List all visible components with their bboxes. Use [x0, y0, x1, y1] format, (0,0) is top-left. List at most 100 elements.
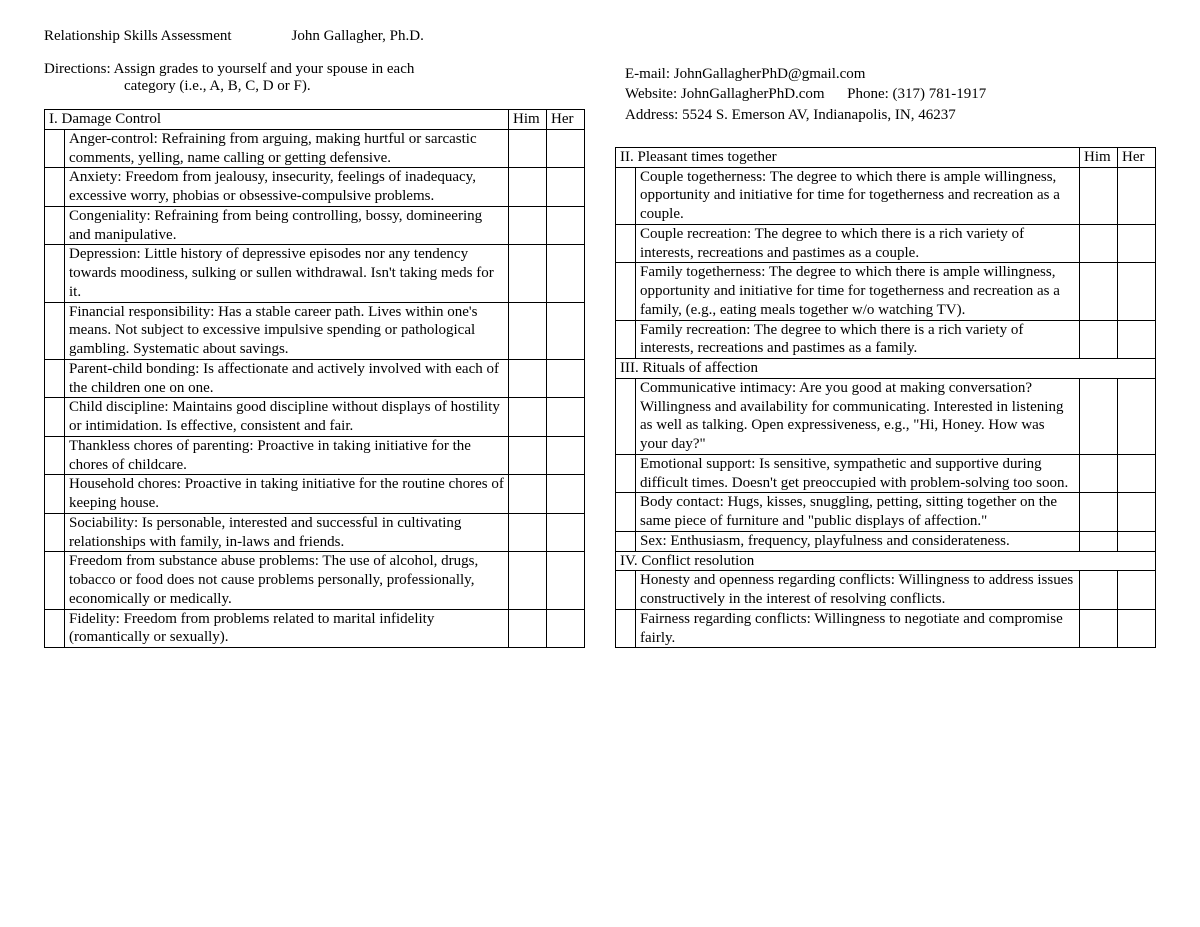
grade-her[interactable] [1118, 531, 1156, 551]
grade-her[interactable] [1118, 263, 1156, 320]
grade-him[interactable] [509, 513, 547, 552]
grade-him[interactable] [509, 475, 547, 514]
indent-cell [45, 398, 65, 437]
item-text: Congeniality: Refraining from being cont… [65, 206, 509, 245]
indent-cell [616, 224, 636, 263]
grade-her[interactable] [547, 475, 585, 514]
directions-line2: category (i.e., A, B, C, D or F). [44, 78, 585, 95]
grade-him[interactable] [1080, 493, 1118, 532]
item-text: Sex: Enthusiasm, frequency, playfulness … [636, 531, 1080, 551]
grade-her[interactable] [547, 398, 585, 437]
indent-cell [616, 378, 636, 454]
grade-him[interactable] [1080, 320, 1118, 359]
section-title: IV. Conflict resolution [616, 551, 1156, 571]
indent-cell [616, 493, 636, 532]
grade-him[interactable] [509, 245, 547, 302]
grade-her[interactable] [1118, 609, 1156, 648]
grade-him[interactable] [509, 552, 547, 609]
indent-cell [45, 609, 65, 648]
grade-him[interactable] [1080, 571, 1118, 610]
indent-cell [45, 206, 65, 245]
item-text: Fairness regarding conflicts: Willingnes… [636, 609, 1080, 648]
page: Relationship Skills Assessment John Gall… [0, 0, 1200, 648]
col-him: Him [509, 110, 547, 130]
grade-her[interactable] [547, 513, 585, 552]
grade-him[interactable] [509, 168, 547, 207]
indent-cell [45, 302, 65, 359]
grade-him[interactable] [509, 359, 547, 398]
grade-her[interactable] [547, 245, 585, 302]
grade-her[interactable] [1118, 454, 1156, 493]
doc-title: Relationship Skills Assessment [44, 28, 232, 45]
right-column: E-mail: JohnGallagherPhD@gmail.com Websi… [615, 28, 1156, 648]
grade-him[interactable] [1080, 224, 1118, 263]
section-title: III. Rituals of affection [616, 359, 1156, 379]
grade-her[interactable] [547, 206, 585, 245]
grade-him[interactable] [509, 609, 547, 648]
grade-her[interactable] [1118, 571, 1156, 610]
grade-him[interactable] [1080, 609, 1118, 648]
item-text: Sociability: Is personable, interested a… [65, 513, 509, 552]
directions-label: Directions: [44, 61, 114, 77]
indent-cell [616, 263, 636, 320]
col-her: Her [1118, 147, 1156, 167]
email-label: E-mail: [625, 66, 674, 82]
website-value: JohnGallagherPhD.com [681, 86, 825, 102]
grade-him[interactable] [1080, 263, 1118, 320]
grade-him[interactable] [509, 302, 547, 359]
item-text: Communicative intimacy: Are you good at … [636, 378, 1080, 454]
indent-cell [616, 454, 636, 493]
left-column: Relationship Skills Assessment John Gall… [44, 28, 585, 648]
grade-her[interactable] [547, 302, 585, 359]
sections-2-4-table: II. Pleasant times togetherHimHerCouple … [615, 147, 1156, 649]
item-text: Body contact: Hugs, kisses, snuggling, p… [636, 493, 1080, 532]
section-title: I. Damage Control [45, 110, 509, 130]
grade-him[interactable] [509, 436, 547, 475]
item-text: Couple recreation: The degree to which t… [636, 224, 1080, 263]
grade-her[interactable] [1118, 224, 1156, 263]
title-row: Relationship Skills Assessment John Gall… [44, 28, 585, 45]
indent-cell [45, 245, 65, 302]
indent-cell [616, 609, 636, 648]
item-text: Depression: Little history of depressive… [65, 245, 509, 302]
grade-her[interactable] [547, 129, 585, 168]
grade-him[interactable] [509, 206, 547, 245]
grade-her[interactable] [547, 609, 585, 648]
indent-cell [616, 531, 636, 551]
item-text: Parent-child bonding: Is affectionate an… [65, 359, 509, 398]
grade-her[interactable] [547, 359, 585, 398]
grade-him[interactable] [509, 129, 547, 168]
grade-her[interactable] [547, 168, 585, 207]
indent-cell [45, 129, 65, 168]
item-text: Anxiety: Freedom from jealousy, insecuri… [65, 168, 509, 207]
item-text: Freedom from substance abuse problems: T… [65, 552, 509, 609]
grade-him[interactable] [509, 398, 547, 437]
grade-him[interactable] [1080, 167, 1118, 224]
item-text: Child discipline: Maintains good discipl… [65, 398, 509, 437]
item-text: Family togetherness: The degree to which… [636, 263, 1080, 320]
indent-cell [45, 168, 65, 207]
directions: Directions: Assign grades to yourself an… [44, 61, 585, 95]
section-1-table: I. Damage ControlHimHerAnger-control: Re… [44, 109, 585, 648]
grade-him[interactable] [1080, 454, 1118, 493]
indent-cell [45, 475, 65, 514]
grade-him[interactable] [1080, 378, 1118, 454]
website-label: Website: [625, 86, 681, 102]
grade-her[interactable] [1118, 167, 1156, 224]
grade-her[interactable] [1118, 378, 1156, 454]
indent-cell [616, 167, 636, 224]
grade-her[interactable] [1118, 493, 1156, 532]
indent-cell [45, 359, 65, 398]
indent-cell [616, 320, 636, 359]
grade-her[interactable] [547, 436, 585, 475]
indent-cell [616, 571, 636, 610]
item-text: Fidelity: Freedom from problems related … [65, 609, 509, 648]
indent-cell [45, 436, 65, 475]
item-text: Family recreation: The degree to which t… [636, 320, 1080, 359]
grade-her[interactable] [547, 552, 585, 609]
item-text: Honesty and openness regarding conflicts… [636, 571, 1080, 610]
grade-her[interactable] [1118, 320, 1156, 359]
grade-him[interactable] [1080, 531, 1118, 551]
item-text: Anger-control: Refraining from arguing, … [65, 129, 509, 168]
phone-value: (317) 781-1917 [893, 86, 987, 102]
